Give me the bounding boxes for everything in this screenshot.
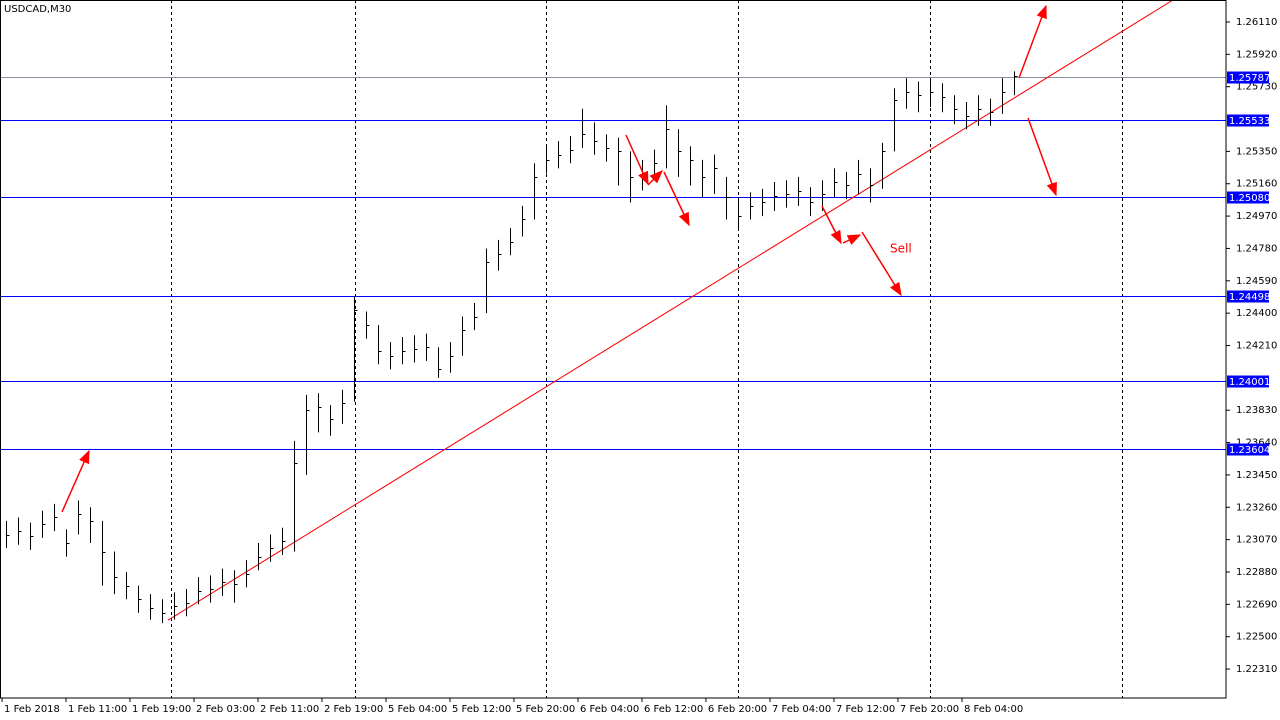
arrow (1027, 117, 1057, 197)
x-tick-label: 6 Feb 12:00 (644, 704, 703, 715)
x-tick-label: 6 Feb 20:00 (708, 704, 767, 715)
y-tick-label: 1.23640 (1236, 438, 1277, 449)
x-tick-label: 8 Feb 04:00 (964, 704, 1023, 715)
level-label: 1.25080 (1229, 193, 1270, 204)
trend-line (167, 0, 1174, 621)
y-tick-label: 1.26110 (1236, 17, 1277, 28)
y-tick-label: 1.23070 (1236, 535, 1277, 546)
level-label-box (1227, 375, 1269, 388)
level-label-box (1227, 443, 1269, 456)
plot-area (0, 0, 1226, 698)
arrow (61, 449, 90, 513)
x-tick-label: 2 Feb 03:00 (196, 704, 255, 715)
y-tick-label: 1.23260 (1236, 502, 1277, 513)
x-tick-label: 2 Feb 11:00 (260, 704, 319, 715)
level-label-box (1227, 114, 1269, 127)
y-tick-label: 1.25350 (1236, 146, 1277, 157)
y-tick-label: 1.25160 (1236, 179, 1277, 190)
arrow (1018, 4, 1047, 79)
arrow (647, 170, 663, 186)
x-tick-label: 7 Feb 20:00 (900, 704, 959, 715)
level-label-box (1227, 290, 1269, 303)
level-label: 1.24498 (1229, 292, 1270, 303)
arrow (663, 171, 690, 227)
y-tick-label: 1.24970 (1236, 211, 1277, 222)
arrow (625, 134, 649, 186)
y-tick-label: 1.24590 (1236, 276, 1277, 287)
x-tick-label: 7 Feb 12:00 (836, 704, 895, 715)
arrow (821, 205, 842, 245)
y-tick-label: 1.22690 (1236, 599, 1277, 610)
arrow (861, 231, 902, 297)
x-tick-label: 5 Feb 20:00 (516, 704, 575, 715)
annotation: Sell (890, 242, 912, 256)
level-label: 1.24001 (1229, 377, 1270, 388)
x-tick-label: 5 Feb 12:00 (452, 704, 511, 715)
time-axis (0, 698, 1280, 720)
y-tick-label: 1.23450 (1236, 470, 1277, 481)
level-label: 1.25787 (1229, 73, 1270, 84)
x-tick-label: 1 Feb 19:00 (132, 704, 191, 715)
y-tick-label: 1.22880 (1236, 567, 1277, 578)
level-label-box (1227, 71, 1269, 84)
arrow (842, 234, 862, 246)
x-tick-label: 7 Feb 04:00 (772, 704, 831, 715)
x-tick-label: 6 Feb 04:00 (580, 704, 639, 715)
plot-border (0, 0, 1227, 699)
y-tick-label: 1.22500 (1236, 632, 1277, 643)
y-tick-label: 1.22310 (1236, 664, 1277, 675)
level-label-box (1227, 191, 1269, 204)
chart-title: USDCAD,M30 (4, 4, 71, 15)
y-tick-label: 1.24400 (1236, 308, 1277, 319)
y-tick-label: 1.25920 (1236, 49, 1277, 60)
y-tick-label: 1.24210 (1236, 341, 1277, 352)
level-label: 1.25533 (1229, 116, 1270, 127)
y-tick-label: 1.25730 (1236, 82, 1277, 93)
y-tick-label: 1.24780 (1236, 243, 1277, 254)
arrows (61, 4, 1057, 513)
x-tick-label: 2 Feb 19:00 (324, 704, 383, 715)
x-tick-label: 5 Feb 04:00 (388, 704, 447, 715)
price-axis (1226, 0, 1280, 720)
level-label: 1.23604 (1229, 445, 1270, 456)
x-tick-label: 1 Feb 2018 (4, 704, 60, 715)
x-tick-label: 1 Feb 11:00 (68, 704, 127, 715)
y-tick-label: 1.23830 (1236, 405, 1277, 416)
